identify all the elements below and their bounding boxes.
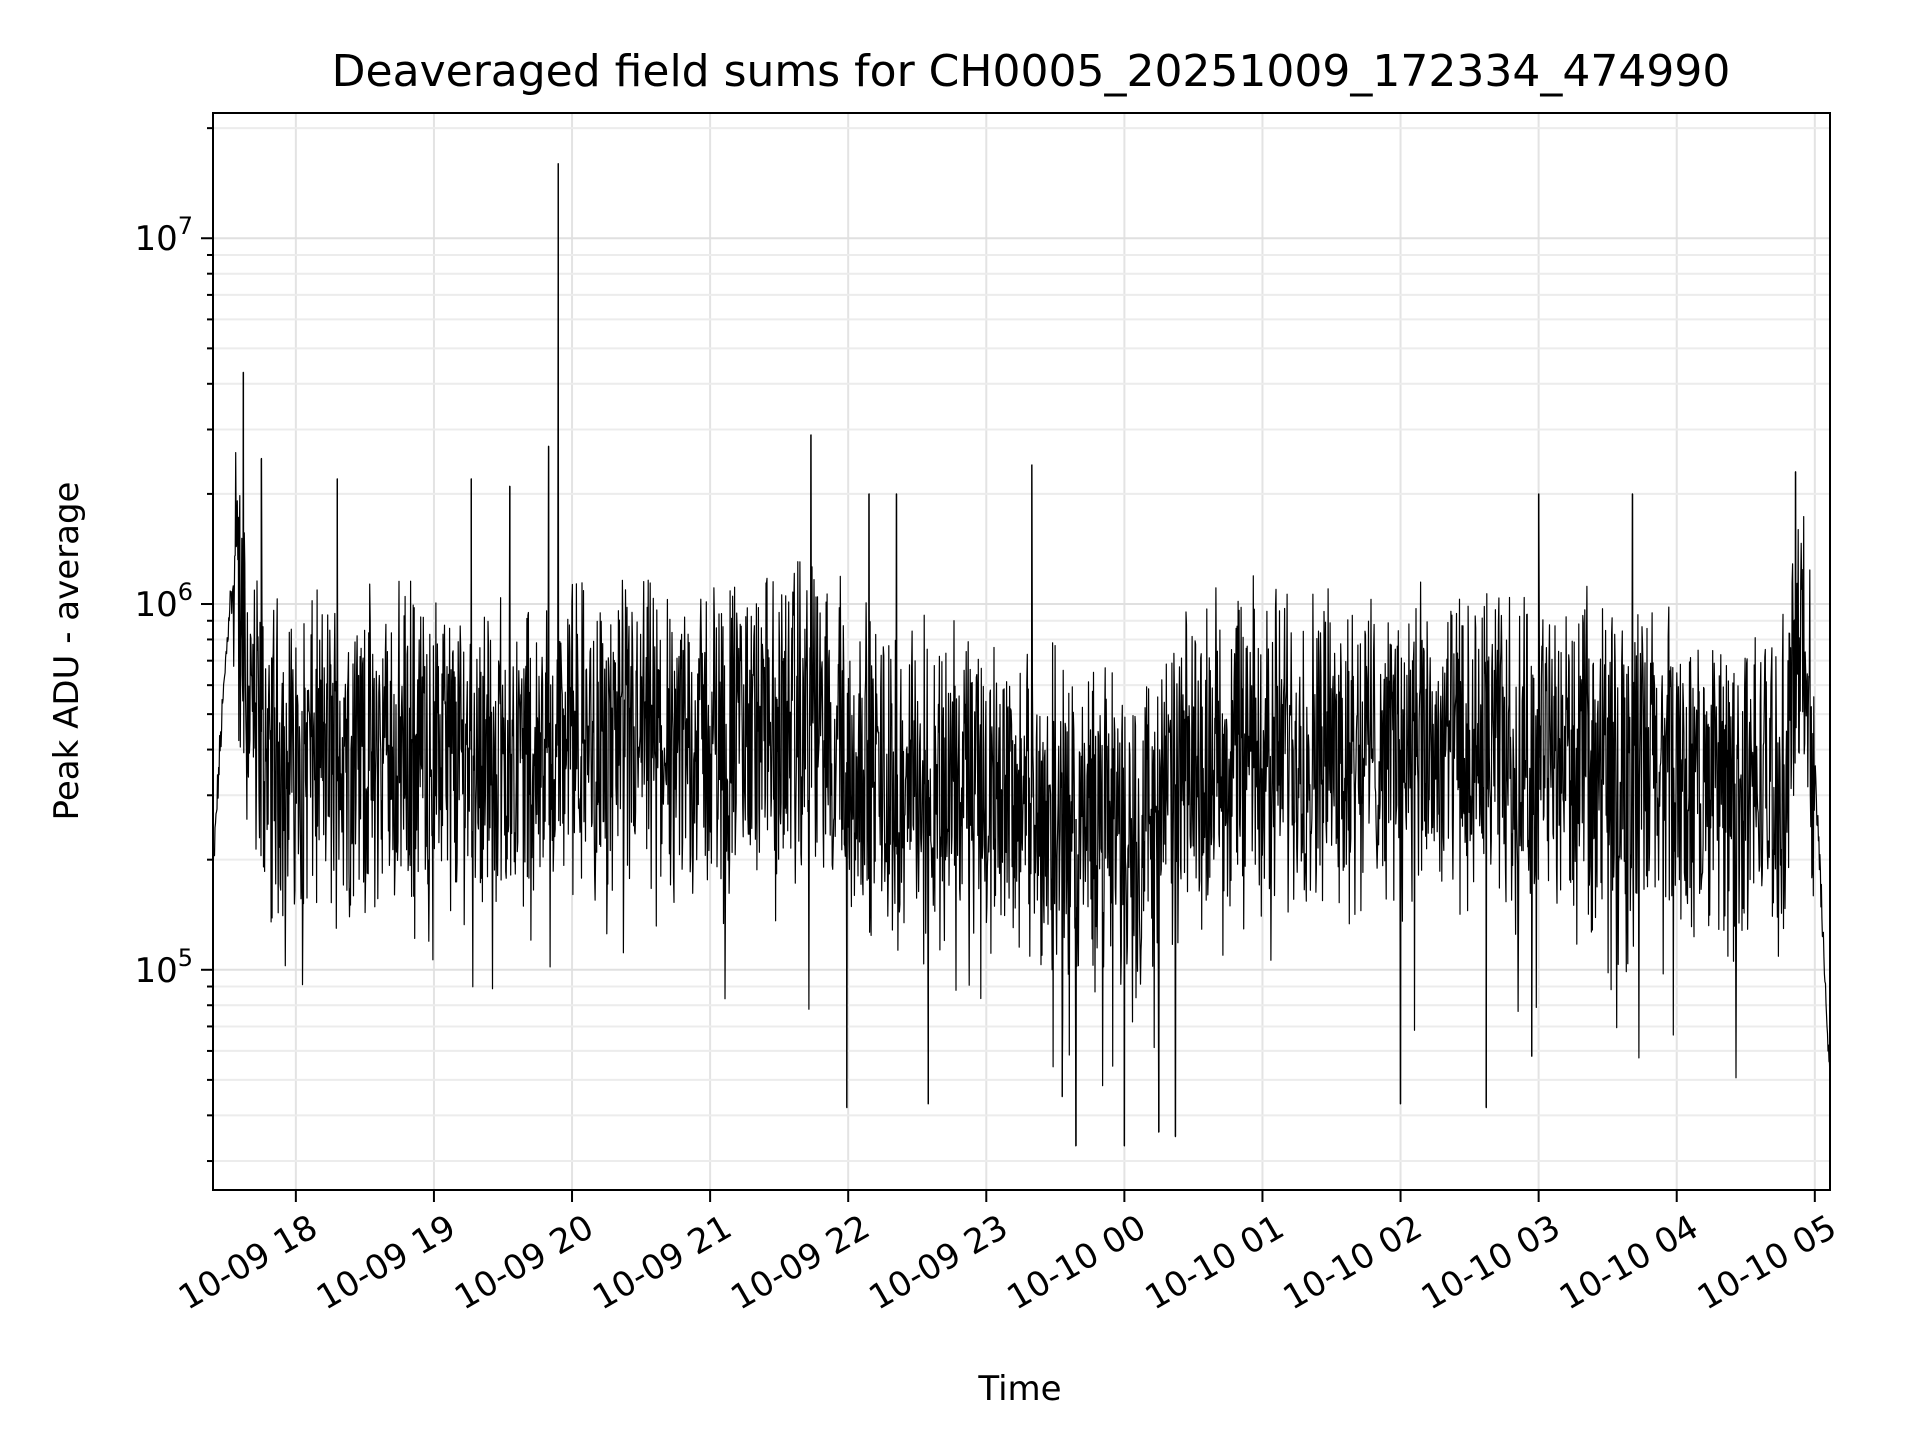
y-tick-label-exponent: 5 xyxy=(178,944,193,972)
data-series xyxy=(212,163,1831,1147)
plot-frame xyxy=(212,112,1831,1191)
y-tick-label: 107 xyxy=(134,212,193,259)
y-tick-label: 105 xyxy=(134,944,193,991)
series-line xyxy=(212,163,1831,1147)
y-tick-label-base: 10 xyxy=(134,585,177,625)
y-tick-label-base: 10 xyxy=(134,219,177,259)
y-tick-label-base: 10 xyxy=(134,951,177,991)
y-axis-label: Peak ADU - average xyxy=(47,482,87,821)
y-tick-label-exponent: 6 xyxy=(178,578,193,606)
chart-title: Deaveraged field sums for CH0005_2025100… xyxy=(332,46,1731,97)
y-tick-label-exponent: 7 xyxy=(178,212,193,240)
y-tick-label: 106 xyxy=(134,578,193,625)
x-axis-label: Time xyxy=(977,1369,1061,1409)
